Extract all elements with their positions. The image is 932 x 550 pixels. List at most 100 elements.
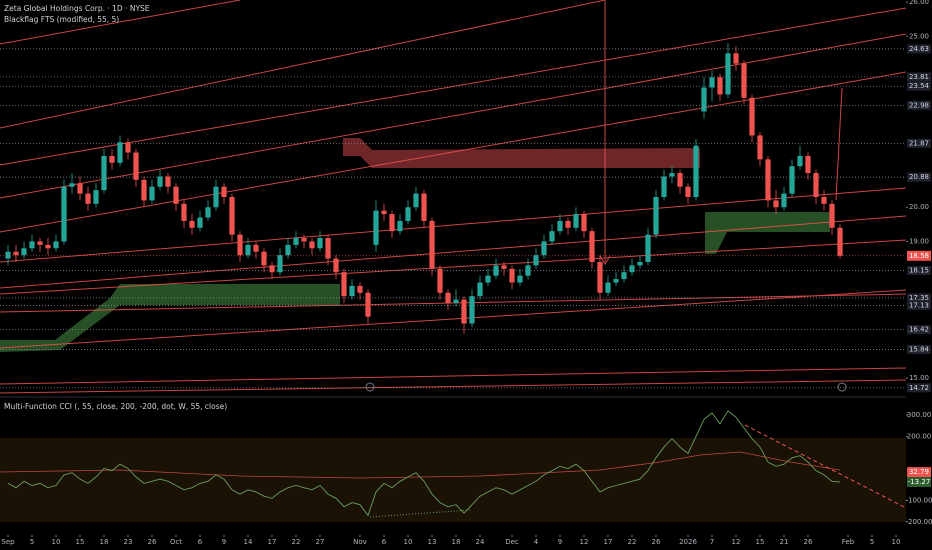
- cci-last-box: [907, 476, 931, 487]
- indicator-title: Blackflag FTS (modified, 55, 5): [4, 15, 119, 24]
- trend-lines: [0, 0, 907, 394]
- level-label-box: [907, 44, 931, 54]
- x-tick-label: 12: [580, 538, 589, 546]
- candle-body: [653, 196, 659, 235]
- level-label-box: [907, 383, 931, 393]
- y-tick-label: 19.00: [909, 237, 929, 245]
- candle-body: [421, 193, 427, 221]
- x-tick-label: Nov: [353, 538, 367, 546]
- level-label-box: [907, 72, 931, 82]
- candle-body: [133, 152, 139, 180]
- candle-body: [725, 53, 731, 95]
- candle-body: [805, 155, 811, 174]
- x-tick-label: Sep: [1, 538, 15, 546]
- candle-body: [645, 234, 651, 262]
- candle-body: [21, 248, 27, 256]
- candle-body: [565, 220, 571, 228]
- candle-body: [573, 214, 579, 228]
- x-tick-label: 26: [804, 538, 813, 546]
- divergence-line: [744, 424, 911, 511]
- candle-body: [525, 265, 531, 276]
- x-tick-label: 7: [710, 538, 714, 546]
- candle-body: [197, 217, 203, 228]
- signal-label: 32.79: [909, 468, 929, 476]
- level-label: 17.35: [909, 294, 929, 302]
- candle-body: [485, 275, 491, 283]
- candle-body: [765, 159, 771, 201]
- x-tick-label: 27: [316, 538, 325, 546]
- candle-body: [437, 268, 443, 293]
- level-label-box: [907, 325, 931, 335]
- candle-body: [341, 272, 347, 297]
- candle-body: [373, 210, 379, 245]
- x-tick-label: 18: [452, 538, 461, 546]
- y-tick-label: 15.00: [909, 374, 929, 382]
- candle-body: [5, 251, 11, 259]
- y-tick-label: 200.00: [907, 432, 932, 440]
- candle-body: [189, 220, 195, 228]
- candle-body: [109, 155, 115, 163]
- cci-title: Multi-Function CCI (, 55, close, 200, -2…: [4, 402, 227, 411]
- candle-body: [773, 200, 779, 208]
- candle-body: [637, 261, 643, 266]
- cci-signal-line: [0, 451, 841, 479]
- x-tick-label: Dec: [505, 538, 519, 546]
- candle-body: [165, 176, 171, 187]
- candle-body: [693, 145, 699, 197]
- candle-body: [285, 244, 291, 256]
- candle-body: [493, 265, 499, 276]
- candle-body: [245, 244, 251, 256]
- x-tick-label: 14: [244, 538, 253, 546]
- candle-body: [405, 207, 411, 221]
- candle-body: [77, 183, 83, 194]
- candle-body: [829, 203, 835, 228]
- candle-body: [29, 241, 35, 249]
- candle-body: [317, 238, 323, 249]
- x-tick-label: Feb: [842, 538, 855, 546]
- level-label-box: [907, 138, 931, 148]
- x-tick-label: 9: [558, 538, 562, 546]
- candle-body: [157, 176, 163, 187]
- candle-body: [365, 292, 371, 317]
- candle-body: [629, 265, 635, 273]
- level-label: 14.72: [909, 384, 929, 392]
- cci-last-label: -13.27: [908, 478, 931, 486]
- candle-body: [501, 265, 507, 269]
- x-tick-label: 17: [268, 538, 277, 546]
- candle-body: [261, 251, 267, 266]
- x-tick-label: 6: [382, 538, 387, 546]
- x-tick-label: 12: [732, 538, 741, 546]
- candle-body: [205, 207, 211, 218]
- signal-label-box: [907, 467, 931, 478]
- x-tick-label: 4: [534, 538, 539, 546]
- level-label: 17.13: [909, 301, 929, 309]
- candle-body: [293, 238, 299, 245]
- candle-body: [469, 296, 475, 324]
- event-icon[interactable]: [837, 382, 847, 392]
- candle-body: [581, 214, 587, 232]
- x-tick-label: 13: [428, 538, 437, 546]
- candle-body: [813, 173, 819, 197]
- level-label: 18.15: [909, 267, 929, 275]
- x-tick-label: 5: [870, 538, 874, 546]
- x-tick-label: 2026: [679, 538, 697, 546]
- candle-body: [69, 183, 75, 187]
- x-tick-label: 23: [124, 538, 133, 546]
- x-tick-label: 15: [76, 538, 85, 546]
- x-tick-label: 24: [476, 538, 485, 546]
- level-label: 15.84: [909, 346, 930, 354]
- candle-body: [669, 173, 675, 177]
- candle-body: [733, 53, 739, 64]
- candle-body: [837, 227, 843, 256]
- candle-body: [605, 282, 611, 293]
- resistance-cloud: [343, 138, 700, 168]
- candle-body: [277, 255, 283, 273]
- x-tick-label: 6: [198, 538, 203, 546]
- candle-body: [797, 155, 803, 167]
- x-tick-label: 26: [148, 538, 157, 546]
- candle-body: [685, 186, 691, 197]
- event-icon[interactable]: [365, 382, 375, 392]
- y-tick-label: -200.00: [905, 518, 932, 526]
- candle-body: [93, 190, 99, 204]
- level-label: 24.63: [909, 45, 929, 53]
